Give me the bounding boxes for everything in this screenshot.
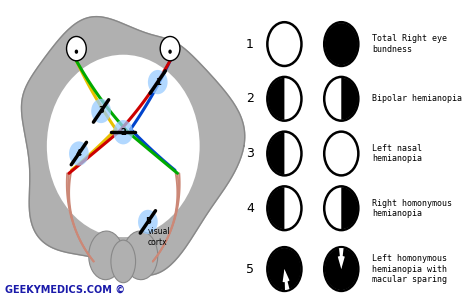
Circle shape: [138, 210, 158, 234]
Text: 2: 2: [246, 92, 254, 105]
Text: 4: 4: [76, 149, 82, 158]
Circle shape: [160, 36, 180, 61]
Wedge shape: [338, 256, 345, 269]
Ellipse shape: [89, 231, 123, 280]
Circle shape: [324, 22, 358, 66]
Circle shape: [267, 247, 301, 291]
Text: Bipolar hemianopia: Bipolar hemianopia: [372, 94, 462, 103]
Circle shape: [325, 23, 358, 65]
Circle shape: [267, 22, 301, 66]
Text: Left homonymous
hemianopia with
macular sparing: Left homonymous hemianopia with macular …: [372, 254, 447, 284]
Circle shape: [267, 186, 301, 230]
Circle shape: [268, 248, 301, 290]
Circle shape: [324, 77, 358, 121]
Circle shape: [168, 50, 172, 54]
Text: 1: 1: [155, 78, 161, 87]
Circle shape: [324, 132, 358, 175]
Circle shape: [324, 247, 358, 291]
Ellipse shape: [123, 231, 158, 280]
Text: Right homonymous
hemianopia: Right homonymous hemianopia: [372, 199, 452, 218]
Wedge shape: [339, 248, 344, 269]
Text: 4: 4: [246, 202, 254, 215]
Wedge shape: [268, 78, 284, 120]
Text: 2: 2: [120, 128, 126, 137]
Polygon shape: [21, 17, 245, 275]
Circle shape: [91, 99, 111, 123]
Wedge shape: [341, 78, 358, 120]
Text: 5: 5: [246, 263, 254, 275]
Ellipse shape: [111, 240, 136, 283]
Text: GEEKYMEDICS.COM ©: GEEKYMEDICS.COM ©: [5, 285, 125, 295]
Text: visual
cortx: visual cortx: [148, 227, 171, 247]
Circle shape: [267, 132, 301, 175]
Circle shape: [324, 186, 358, 230]
Circle shape: [148, 70, 168, 94]
Wedge shape: [268, 187, 284, 229]
Circle shape: [69, 141, 89, 166]
Text: 3: 3: [246, 147, 254, 160]
Text: Left nasal
hemianopia: Left nasal hemianopia: [372, 144, 422, 163]
Circle shape: [75, 50, 78, 54]
Circle shape: [267, 77, 301, 121]
Circle shape: [325, 248, 358, 290]
Text: 3: 3: [98, 106, 104, 116]
Circle shape: [113, 120, 133, 144]
Text: 5: 5: [145, 217, 151, 226]
Wedge shape: [283, 269, 290, 282]
Ellipse shape: [47, 55, 200, 237]
Text: 1: 1: [246, 38, 254, 50]
Wedge shape: [284, 269, 290, 290]
Circle shape: [66, 36, 86, 61]
Wedge shape: [341, 187, 358, 229]
Text: Total Right eye
bundness: Total Right eye bundness: [372, 34, 447, 54]
Wedge shape: [268, 133, 284, 174]
